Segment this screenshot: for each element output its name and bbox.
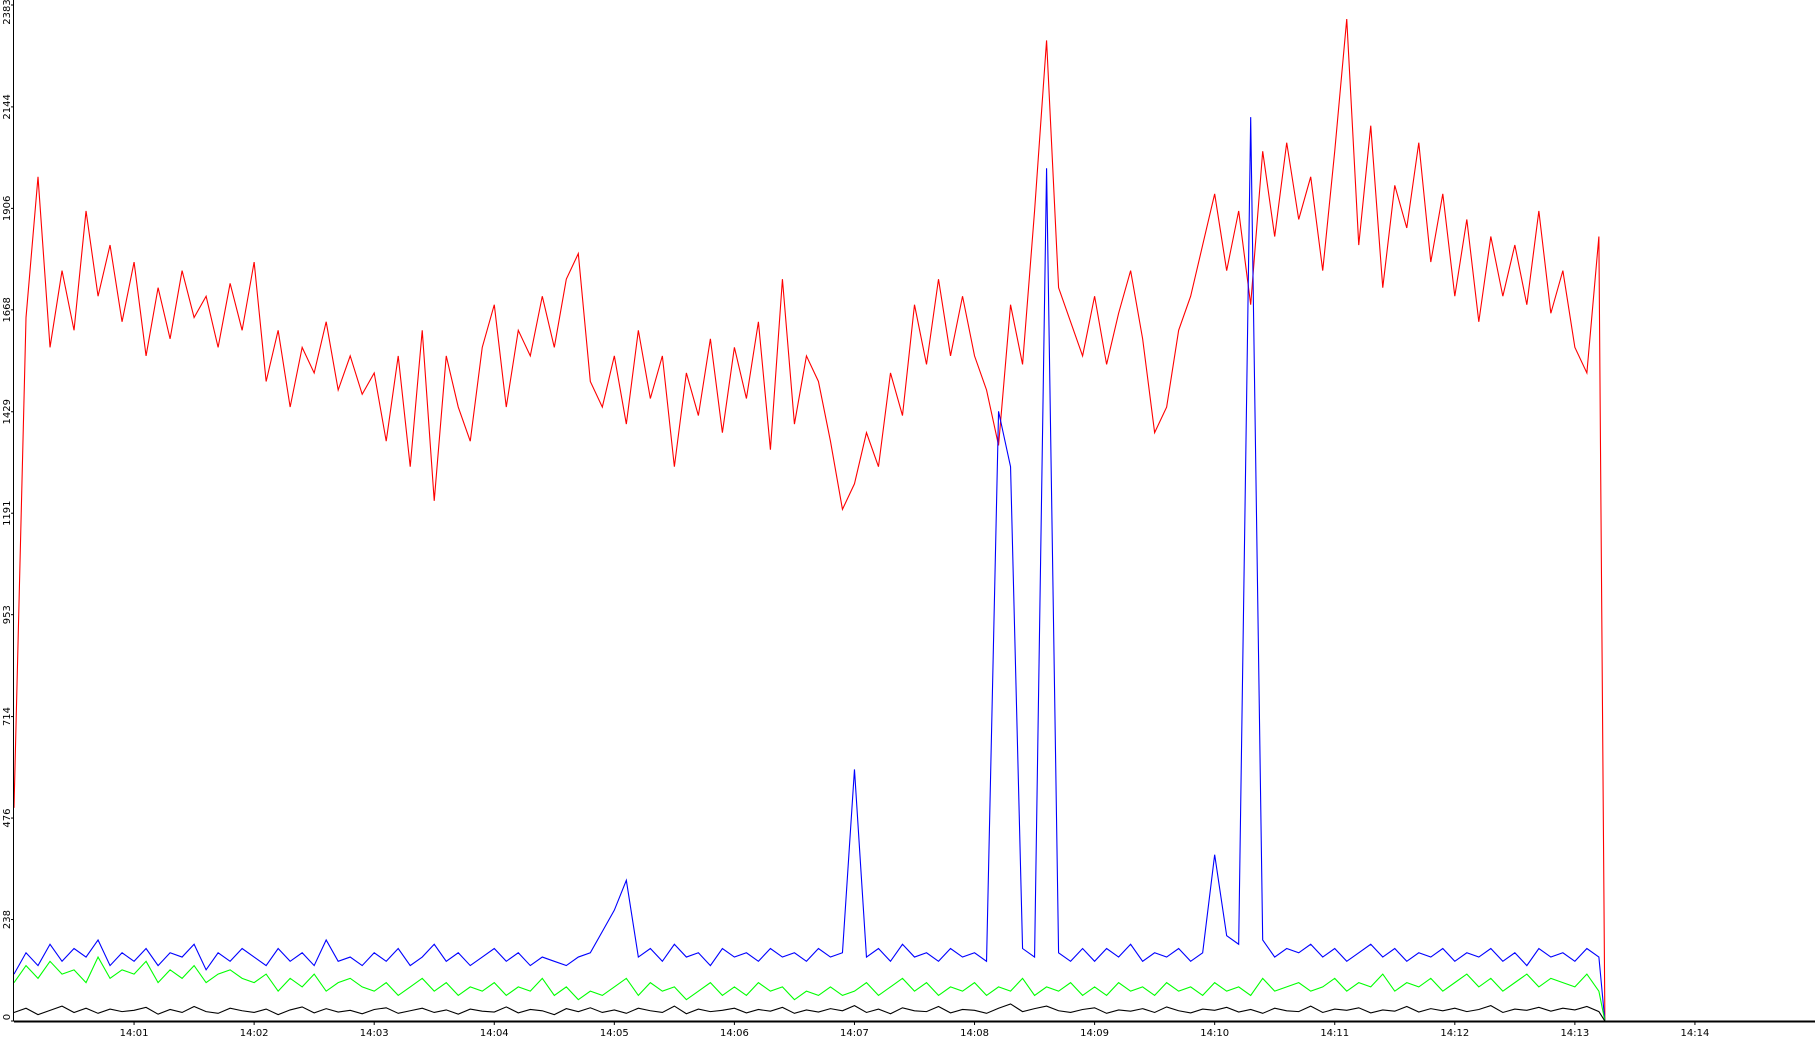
x-tick-label: 14:11 xyxy=(1320,1028,1349,1039)
x-tick-label: 14:08 xyxy=(960,1028,989,1039)
x-tick-label: 14:03 xyxy=(360,1028,389,1039)
y-tick-label: 953 xyxy=(2,605,13,624)
x-tick-label: 14:06 xyxy=(720,1028,749,1039)
x-tick-label: 14:01 xyxy=(120,1028,149,1039)
x-tick-label: 14:02 xyxy=(240,1028,269,1039)
x-tick-label: 14:10 xyxy=(1200,1028,1229,1039)
y-tick-label: 714 xyxy=(2,707,13,726)
y-tick-label: 476 xyxy=(2,809,13,828)
x-tick-label: 14:09 xyxy=(1080,1028,1109,1039)
y-tick-label: 2383 xyxy=(2,0,13,25)
x-tick-label: 14:07 xyxy=(840,1028,869,1039)
y-tick-label: 1429 xyxy=(2,399,13,424)
y-tick-label: 1191 xyxy=(2,500,13,525)
y-tick-label: 2144 xyxy=(2,94,13,119)
data-line xyxy=(13,19,1606,1022)
x-tick-label: 14:04 xyxy=(480,1028,509,1039)
y-tick-label: 1668 xyxy=(2,297,13,322)
x-tick-label: 14:05 xyxy=(600,1028,629,1039)
y-tick-label: 0 xyxy=(2,1014,13,1020)
x-tick-label: 14:14 xyxy=(1681,1028,1710,1039)
x-tick-label: 14:12 xyxy=(1440,1028,1469,1039)
data-line xyxy=(13,117,1606,1022)
x-tick-label: 14:13 xyxy=(1560,1028,1589,1039)
data-line xyxy=(13,1003,1606,1022)
data-line xyxy=(13,955,1606,1022)
y-tick-label: 238 xyxy=(2,910,13,929)
y-tick-label: 1906 xyxy=(2,196,13,221)
